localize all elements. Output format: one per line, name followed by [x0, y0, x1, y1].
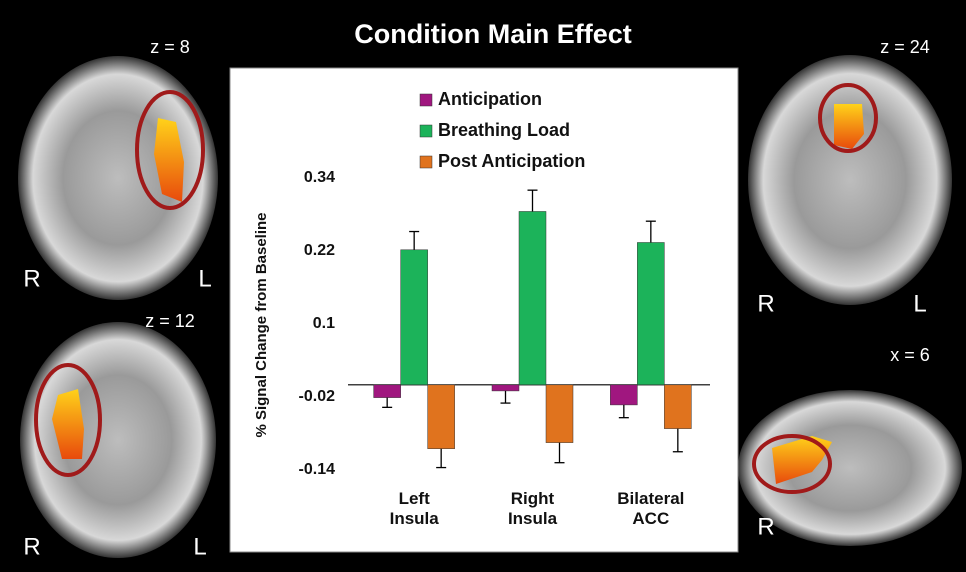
- x-tick-label: Bilateral ACC: [611, 489, 691, 529]
- panel-slice-label: z = 8: [150, 37, 190, 57]
- panel-right-label: L: [198, 265, 211, 292]
- x-tick-label: Left Insula: [374, 489, 454, 529]
- y-tick-label: -0.02: [299, 388, 336, 405]
- legend-label: Anticipation: [438, 89, 542, 109]
- panel-right-label: L: [913, 290, 926, 317]
- y-axis-label: % Signal Change from Baseline: [253, 212, 270, 437]
- bar: [374, 385, 401, 398]
- legend-label: Post Anticipation: [438, 151, 585, 171]
- chart: Condition Main Effect % Signal Change fr…: [0, 0, 966, 572]
- bar: [428, 385, 455, 449]
- bar: [401, 250, 428, 385]
- panel-slice-label: z = 24: [880, 37, 930, 57]
- panel-slice-label: x = 6: [890, 345, 930, 365]
- panel-left-label: R: [757, 290, 774, 317]
- x-tick-label: Right Insula: [493, 489, 573, 529]
- bar: [637, 242, 664, 384]
- y-tick-label: 0.1: [313, 315, 335, 332]
- panel-left-label: R: [23, 265, 40, 292]
- panel-left-label: R: [757, 513, 774, 540]
- panel-slice-label: z = 12: [145, 311, 195, 331]
- chart-title: Condition Main Effect: [354, 19, 631, 49]
- y-tick-label: 0.34: [304, 169, 335, 186]
- bar: [519, 211, 546, 384]
- figure: Condition Main Effect % Signal Change fr…: [0, 0, 966, 572]
- bar: [546, 385, 573, 443]
- legend-swatch: [420, 156, 432, 168]
- legend-label: Breathing Load: [438, 120, 570, 140]
- legend-swatch: [420, 125, 432, 137]
- bar: [492, 385, 519, 391]
- legend-swatch: [420, 94, 432, 106]
- panel-right-label: L: [193, 533, 206, 560]
- panel-left-label: R: [23, 533, 40, 560]
- bar: [610, 385, 637, 405]
- bar: [664, 385, 691, 429]
- y-tick-label: -0.14: [299, 461, 336, 478]
- y-tick-label: 0.22: [304, 242, 335, 259]
